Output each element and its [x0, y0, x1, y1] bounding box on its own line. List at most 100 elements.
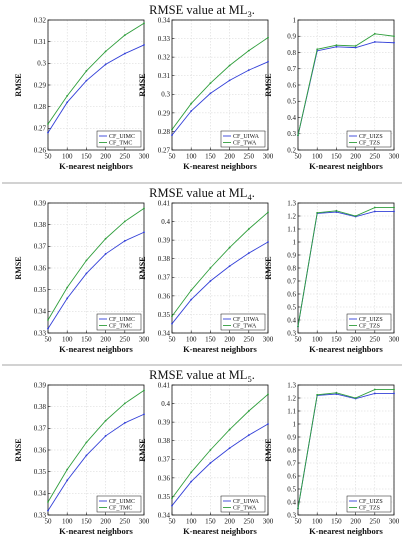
data-point [316, 211, 319, 214]
x-tick-label: 100 [62, 153, 73, 161]
series-line-cf-tzs [297, 33, 395, 136]
y-tick-label: 0.29 [34, 81, 47, 89]
panel-title-end: . [252, 368, 255, 382]
series-line-cf-twa [171, 37, 269, 130]
series-line-cf-uiwa [171, 423, 269, 506]
x-tick-label: 250 [120, 518, 131, 526]
data-point [190, 102, 193, 105]
series-line-cf-uiwa [171, 61, 269, 136]
x-axis-label: K-nearest neighbors [309, 526, 383, 536]
panel-title: RMSE value at ML3. [149, 3, 255, 19]
x-tick-label: 150 [205, 336, 216, 344]
data-point [104, 237, 107, 240]
data-point [393, 388, 395, 391]
legend-label: CF_TMC [109, 324, 132, 330]
data-point [335, 44, 338, 47]
x-tick-label: 100 [62, 518, 73, 526]
data-point [393, 392, 395, 395]
x-tick-label: 200 [350, 518, 361, 526]
data-point [228, 428, 231, 431]
panel-title-end: . [252, 186, 255, 200]
y-tick-label: 1.3 [287, 199, 296, 207]
y-tick-label: 0.32 [34, 16, 47, 24]
y-tick-label: 0.35 [158, 311, 171, 319]
x-tick-label: 200 [100, 336, 111, 344]
data-point [66, 297, 69, 300]
x-tick-label: 300 [139, 336, 150, 344]
x-tick-label: 250 [370, 518, 381, 526]
x-axis-label: K-nearest neighbors [309, 344, 383, 354]
series-line-cf-uizs [297, 210, 394, 327]
plot-frame [171, 384, 269, 516]
x-tick-label: 200 [350, 336, 361, 344]
data-point [267, 211, 269, 214]
data-point [123, 52, 126, 55]
data-point [104, 50, 107, 53]
data-point [335, 391, 338, 394]
y-tick-label: 1.1 [287, 407, 296, 415]
data-point [335, 209, 338, 212]
y-tick-label: 0.9 [287, 251, 296, 259]
x-tick-label: 250 [370, 153, 381, 161]
y-tick-label: 0.34 [158, 16, 171, 24]
y-tick-label: 0.4 [287, 498, 296, 506]
data-point [171, 322, 173, 325]
x-tick-label: 150 [205, 153, 216, 161]
data-point [171, 504, 173, 507]
data-point [354, 397, 357, 399]
legend-box [96, 130, 142, 148]
y-tick-label: 0.6 [287, 81, 296, 89]
y-tick-label: 0.6 [287, 290, 296, 298]
data-point [267, 60, 269, 63]
data-point [209, 82, 212, 85]
data-point [66, 286, 69, 289]
y-tick-label: 1 [293, 16, 297, 24]
y-tick-label: 0.4 [287, 316, 296, 324]
x-tick-label: 300 [389, 518, 400, 526]
y-axis-label: RMSE [14, 438, 23, 461]
data-point [297, 507, 299, 510]
data-point [143, 44, 145, 46]
series-line-cf-uimc [47, 44, 145, 133]
y-tick-label: 0.2 [287, 146, 296, 154]
panel-title: RMSE value at ML4. [149, 186, 255, 202]
panel-title: RMSE value at ML5. [149, 368, 255, 384]
data-point [171, 134, 173, 137]
panel-ml4: RMSE value at ML4.0.330.340.350.360.370.… [14, 186, 400, 354]
series-line-cf-twa [171, 211, 269, 317]
y-tick-label: 0.3 [287, 329, 296, 337]
x-tick-label: 300 [389, 153, 400, 161]
legend-label: CF_TZS [359, 324, 380, 330]
y-tick-label: 0.34 [34, 308, 47, 316]
data-point [190, 471, 193, 474]
legend-box [96, 313, 142, 331]
legend-box [220, 495, 266, 513]
data-point [209, 92, 212, 95]
data-point [143, 231, 145, 234]
y-tick-label: 0.36 [158, 292, 171, 300]
legend-label: CF_TWA [233, 141, 257, 147]
x-tick-label: 300 [139, 518, 150, 526]
data-point [85, 272, 88, 275]
x-tick-label: 150 [81, 153, 92, 161]
y-tick-label: 0.33 [34, 329, 47, 337]
y-tick-label: 0.36 [34, 446, 47, 454]
x-tick-label: 200 [100, 153, 111, 161]
data-point [335, 45, 338, 48]
data-point [209, 462, 212, 464]
y-tick-label: 0.39 [34, 199, 47, 207]
y-tick-label: 0.31 [34, 38, 47, 46]
y-tick-label: 0.29 [158, 109, 171, 117]
data-point [66, 479, 69, 482]
data-point [373, 392, 376, 395]
legend-label: CF_TMC [109, 506, 132, 512]
y-tick-label: 1.3 [287, 381, 296, 389]
y-tick-label: 0.34 [158, 511, 171, 519]
legend-label: CF_UIWA [233, 317, 260, 323]
legend-label: CF_UIZS [359, 317, 383, 323]
data-point [123, 220, 126, 223]
data-point [247, 228, 250, 230]
y-tick-label: 0.5 [287, 485, 296, 493]
x-tick-label: 50 [295, 153, 303, 161]
